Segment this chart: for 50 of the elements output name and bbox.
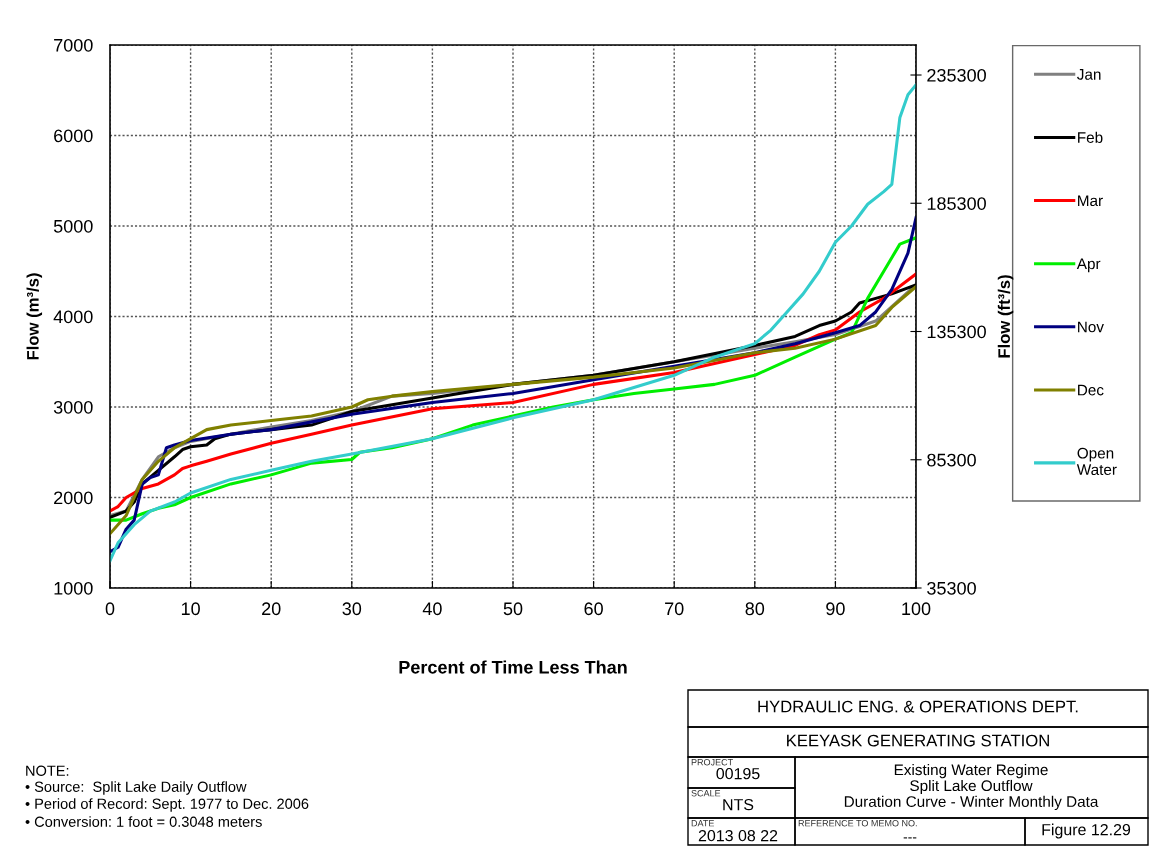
y-tick-label: 7000 <box>54 38 93 52</box>
text: REFERENCE TO MEMO NO. <box>798 820 917 827</box>
text: • Period of Record: Sept. 1977 to Dec. 2006 <box>25 798 309 812</box>
y-tick-label: 6000 <box>54 129 93 143</box>
text: NOTE: <box>26 765 69 776</box>
text: KEEYASK GENERATING STATION <box>787 734 1049 747</box>
text: HYDRAULIC ENG. & OPERATIONS DEPT. <box>758 700 1078 713</box>
line-series <box>110 83 916 563</box>
y2-tick-label: 35300 <box>927 581 976 595</box>
x-tick-label: 30 <box>342 602 362 616</box>
x-tick-label: 40 <box>422 602 442 616</box>
y-tick-label: 3000 <box>53 400 93 414</box>
y-tick-label: 5000 <box>53 219 93 233</box>
text: • Source: Split Lake Daily Outflow <box>25 781 247 795</box>
x-tick-label: 90 <box>826 602 845 616</box>
text: 2013 08 22 <box>698 829 778 842</box>
y-tick-label: 4000 <box>53 310 93 324</box>
x-tick-label: 80 <box>745 602 765 616</box>
y2-tick-label: 235300 <box>927 68 986 82</box>
legend-label: Nov <box>1078 321 1104 333</box>
x-tick-label: 50 <box>503 602 523 616</box>
x-tick-label: 0 <box>105 602 115 616</box>
x-tick-label: 60 <box>584 602 603 616</box>
text: PROJECT <box>691 759 733 766</box>
y-tick-label: 1000 <box>54 581 93 595</box>
legend-label: Dec <box>1078 384 1104 396</box>
legend-label: Mar <box>1078 195 1103 207</box>
legend-label: Open Water <box>1076 447 1117 476</box>
x-tick-label: 20 <box>262 602 281 616</box>
x-axis-title: Percent of Time Less Than <box>399 660 627 674</box>
y2-tick-label: 185300 <box>927 197 986 210</box>
y2-tick-label: 85300 <box>927 453 976 467</box>
y-tick-label: 2000 <box>54 491 93 505</box>
x-tick-label: 70 <box>665 602 684 616</box>
text: 00195 <box>716 767 760 780</box>
text: • Conversion: 1 foot = 0.3048 meters <box>25 816 262 827</box>
text: DATE <box>691 820 715 827</box>
x-tick-label: 100 <box>902 602 931 616</box>
y2-tick-label: 135300 <box>927 325 986 339</box>
text: --- <box>903 837 917 839</box>
y2-axis-title: Flow (ft³/s) <box>997 275 1014 358</box>
text: SCALE <box>691 790 721 797</box>
text: Existing Water Regime Split Lake Outflow Duration Curve - Winter Monthly Data <box>844 763 1099 811</box>
legend-label: Jan <box>1077 69 1101 80</box>
legend-label: Apr <box>1076 258 1101 273</box>
legend-label: Feb <box>1078 131 1103 143</box>
x-tick-label: 10 <box>181 602 200 616</box>
text: NTS <box>723 798 754 811</box>
caption: Figure 12.29 <box>1042 823 1131 839</box>
y-axis-title: Flow (m³/s) <box>26 273 43 360</box>
